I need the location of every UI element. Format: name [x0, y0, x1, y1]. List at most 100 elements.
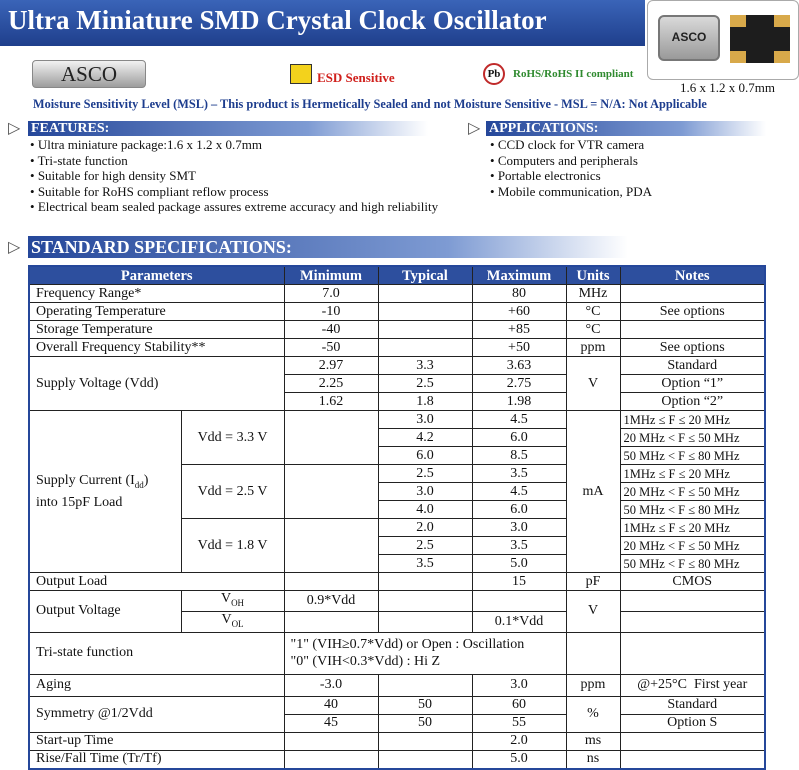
list-item: Mobile communication, PDA — [490, 184, 652, 200]
table-cell: ns — [565, 749, 621, 770]
table-cell: Tri-state function — [28, 631, 285, 675]
table-cell: Vdd = 1.8 V — [180, 518, 285, 573]
application-list: CCD clock for VTR cameraComputers and pe… — [490, 137, 652, 199]
table-cell: 1.8 — [377, 392, 473, 411]
table-cell: CMOS — [619, 572, 766, 591]
table-cell: Option “2” — [619, 392, 766, 411]
table-cell: 1MHz ≤ F ≤ 20 MHz — [619, 518, 766, 537]
table-cell: 0.1*Vdd — [471, 610, 567, 633]
table-cell: 60 — [471, 695, 567, 715]
table-cell: MHz — [565, 284, 621, 303]
table-cell: 50 MHz < F ≤ 80 MHz — [619, 446, 766, 465]
table-cell: 6.0 — [377, 446, 473, 465]
table-cell: 1.98 — [471, 392, 567, 411]
element: Output Load 15 pF CMOS Output Voltage VOH 0.9… — [28, 572, 766, 770]
table-cell: +85 — [471, 320, 567, 339]
table-cell — [377, 749, 473, 770]
table-cell: 2.0 — [471, 731, 567, 751]
table-cell: 2.5 — [377, 374, 473, 393]
table-cell: % — [565, 695, 621, 733]
size: 1.6 x 1.2 x 0.7mm — [680, 80, 775, 95]
element: Overall Frequency Stability** -50 +50 ppm Se… — [28, 338, 766, 357]
table-cell — [619, 610, 766, 633]
table-cell: 80 — [471, 284, 567, 303]
element: Operating Temperature -10 +60 °C See options — [28, 302, 766, 321]
table-cell: 50 MHz < F ≤ 80 MHz — [619, 554, 766, 573]
table-cell: Standard — [619, 695, 766, 715]
product-image: ASCO — [647, 0, 799, 80]
esd-label: ESD Sensitive — [317, 70, 395, 85]
text: dd — [134, 479, 144, 490]
element — [730, 51, 746, 63]
table-cell: ms — [565, 731, 621, 751]
element — [774, 51, 790, 63]
text: OL — [231, 618, 244, 629]
element: Output Load 15 pF CMOS — [28, 572, 766, 591]
arrow: ▷ — [8, 120, 21, 137]
table-cell — [619, 631, 766, 675]
table-cell: "1" (VIH≥0.7*Vdd) or Open : Oscillation "… — [283, 631, 567, 675]
table-cell: See options — [619, 302, 766, 321]
table-cell: See options — [619, 338, 766, 357]
element: 6.0 8.5 50 MHz < F ≤ 80 MHz — [29, 446, 766, 465]
table-cell — [283, 572, 379, 591]
element: Rise/Fall Time (Tr/Tf) 5.0 ns — [28, 749, 766, 770]
element: Start-up Time 2.0 ms — [28, 731, 766, 751]
table-cell: mA — [565, 410, 621, 573]
table-cell: 3.63 — [471, 356, 567, 375]
table-cell — [377, 572, 473, 591]
table-cell: 50 MHz < F ≤ 80 MHz — [619, 500, 766, 519]
element: Parameters Minimum Typical Maximum Units Note… — [28, 265, 766, 411]
table-cell: VOL — [180, 610, 285, 633]
parameter: Supply Current (Idd) into 15pF Load — [28, 410, 182, 573]
header-cell: Minimum — [283, 265, 379, 285]
table-cell: Rise/Fall Time (Tr/Tf) — [28, 749, 285, 770]
table-cell: 2.97 — [283, 356, 379, 375]
title: Ultra Miniature SMD Crystal Clock Oscill… — [8, 5, 547, 35]
table-cell: ppm — [565, 338, 621, 357]
table-cell: -10 — [283, 302, 379, 321]
table-cell: 2.5 — [377, 536, 473, 555]
list-item: CCD clock for VTR camera — [490, 137, 652, 153]
table-cell: Storage Temperature — [28, 320, 285, 339]
table-cell — [377, 320, 473, 339]
header-cell: Maximum — [471, 265, 567, 285]
table-cell: 4.5 — [471, 482, 567, 501]
table-cell: 1.62 — [283, 392, 379, 411]
table-cell: VOH — [180, 590, 285, 612]
table-cell: 2.0 — [377, 518, 473, 537]
rohs-label: RoHS/RoHS II compliant — [513, 68, 634, 80]
table-cell: Output Load — [28, 572, 285, 591]
table-cell: Start-up Time — [28, 731, 285, 751]
table-cell: 5.0 — [471, 554, 567, 573]
element: Supply Voltage (Vdd) 2.97 3.3 3.63 V Standard — [28, 356, 766, 411]
table-cell: pF — [565, 572, 621, 591]
table-cell: °C — [565, 302, 621, 321]
table-cell: 4.5 — [471, 410, 567, 429]
table-cell: 3.5 — [471, 536, 567, 555]
table-cell — [377, 302, 473, 321]
table-cell: 3.0 — [377, 482, 473, 501]
table-cell: 20 MHz < F ≤ 50 MHz — [619, 536, 766, 555]
arrow: ▷ — [8, 239, 21, 256]
table-cell: 20 MHz < F ≤ 50 MHz — [619, 482, 766, 501]
table-cell: 3.0 — [377, 410, 473, 429]
table-cell: 1MHz ≤ F ≤ 20 MHz — [619, 410, 766, 429]
table-cell: Aging — [28, 673, 285, 697]
table-cell: 8.5 — [471, 446, 567, 465]
table-cell: 20 MHz < F ≤ 50 MHz — [619, 428, 766, 447]
table-cell — [619, 320, 766, 339]
table-cell: -50 — [283, 338, 379, 357]
table-cell: Symmetry @1/2Vdd — [28, 695, 285, 733]
table-cell: Output Voltage — [28, 590, 182, 633]
table-cell: -3.0 — [283, 673, 379, 697]
table-cell — [619, 731, 766, 751]
table-cell: °C — [565, 320, 621, 339]
element: Vdd = 2.5 V 2.5 3.5 1MHz ≤ F ≤ 20 MHz — [29, 464, 766, 519]
list-item: Computers and peripherals — [490, 153, 652, 169]
list-item: Suitable for RoHS compliant reflow proce… — [30, 184, 438, 200]
table-cell: ppm — [565, 673, 621, 697]
text: Supply Current (I — [36, 473, 135, 489]
table-cell: Overall Frequency Stability** — [28, 338, 285, 357]
header-cell: Notes — [619, 265, 766, 285]
